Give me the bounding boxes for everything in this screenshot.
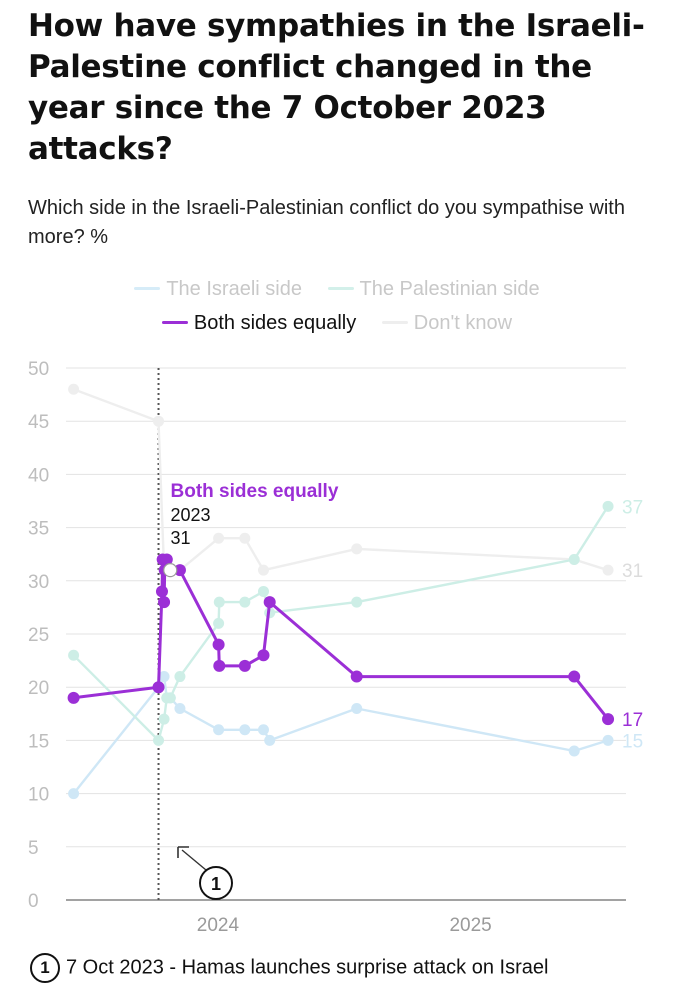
- data-point-the-palestinian-side-12: [568, 554, 580, 566]
- tooltip-x-label: 2023: [171, 505, 211, 525]
- footnote-number-badge: 1: [30, 952, 60, 983]
- data-point-the-israeli-side-10: [351, 702, 363, 714]
- legend-swatch-israeli-side: [134, 287, 161, 291]
- data-point-don-t-know-1: [153, 415, 165, 427]
- annotation-number-1: 1: [211, 874, 221, 894]
- legend-item-dont-know[interactable]: Don't know: [381, 306, 513, 340]
- end-label-both-sides-equally: 17: [622, 710, 643, 731]
- data-point-both-sides-equally-6: [160, 553, 173, 566]
- y-tick-label-10: 10: [28, 785, 49, 806]
- data-point-don-t-know-7: [257, 564, 269, 576]
- annotation-arrowhead-1: [177, 846, 189, 858]
- data-point-both-sides-equally-12: [257, 649, 270, 662]
- data-point-the-israeli-side-7: [239, 724, 251, 736]
- data-point-both-sides-equally-4: [158, 596, 171, 609]
- y-tick-label-25: 25: [28, 625, 49, 646]
- data-point-the-israeli-side-0: [68, 788, 80, 800]
- y-tick-label-35: 35: [28, 519, 49, 540]
- data-point-both-sides-equally-13: [263, 596, 276, 609]
- end-label-don-t-know: 31: [622, 561, 643, 582]
- tooltip-value-label: 31: [171, 528, 191, 548]
- data-point-the-israeli-side-9: [264, 734, 276, 746]
- legend-item-israeli-side[interactable]: The Israeli side: [134, 272, 302, 306]
- data-point-the-palestinian-side-1: [153, 734, 165, 746]
- legend-swatch-both-sides-equally: [161, 321, 188, 325]
- x-tick-label-2025: 2025: [449, 915, 491, 936]
- end-label-the-israeli-side: 15: [622, 731, 643, 752]
- data-point-both-sides-equally-2: [155, 585, 168, 598]
- data-point-both-sides-equally-16: [602, 713, 615, 726]
- data-point-don-t-know-0: [68, 383, 80, 395]
- legend-item-both-sides-equally[interactable]: Both sides equally: [161, 306, 357, 340]
- data-point-don-t-know-10: [602, 564, 614, 576]
- data-point-the-israeli-side-5: [174, 702, 186, 714]
- data-point-the-palestinian-side-2: [158, 713, 170, 725]
- series-line-both-sides-equally: [73, 558, 610, 721]
- series-line-the-palestinian-side: [72, 505, 610, 742]
- series-line-don-t-know: [73, 388, 609, 572]
- legend-label-palestinian-side: The Palestinian side: [359, 278, 540, 300]
- chart-subtitle: Which side in the Israeli-Palestinian co…: [28, 197, 625, 248]
- data-point-both-sides-equally-11: [238, 659, 251, 672]
- data-point-the-palestinian-side-8: [239, 596, 251, 608]
- annotation-leader-1: [181, 849, 207, 871]
- tooltip-series-title: Both sides equally: [171, 481, 339, 502]
- legend-item-palestinian-side[interactable]: The Palestinian side: [327, 272, 540, 306]
- data-point-both-sides-equally-14: [350, 670, 363, 683]
- data-point-the-palestinian-side-11: [351, 596, 363, 608]
- gridlines: [66, 367, 626, 901]
- end-label-the-palestinian-side: 37: [622, 497, 643, 518]
- data-point-the-israeli-side-11: [568, 745, 580, 757]
- chart-title: How have sympathies in the Israeli-Pales…: [28, 8, 645, 167]
- data-point-the-israeli-side-2: [158, 671, 170, 683]
- y-tick-label-40: 40: [28, 465, 49, 486]
- footnote: 1 7 Oct 2023 - Hamas launches surprise at…: [30, 952, 660, 983]
- data-point-the-palestinian-side-0: [68, 649, 80, 661]
- chart-legend: The Israeli side The Palestinian side Bo…: [30, 272, 644, 340]
- data-point-don-t-know-5: [213, 532, 225, 544]
- data-point-both-sides-equally-15: [568, 670, 581, 683]
- legend-swatch-palestinian-side: [327, 287, 354, 291]
- legend-swatch-dont-know: [381, 321, 408, 325]
- y-tick-label-30: 30: [28, 572, 49, 593]
- data-point-both-sides-equally-9: [212, 638, 225, 651]
- y-tick-label-5: 5: [28, 838, 39, 859]
- data-point-the-palestinian-side-13: [602, 500, 614, 512]
- data-point-both-sides-equally-8: [173, 564, 186, 577]
- legend-label-israeli-side: The Israeli side: [166, 278, 302, 300]
- data-point-both-sides-equally-1: [152, 681, 165, 694]
- annotation-layer: 1: [157, 368, 233, 900]
- data-point-the-israeli-side-6: [213, 724, 225, 736]
- tooltip-highlight-point: [163, 563, 178, 578]
- data-point-don-t-know-6: [239, 532, 251, 544]
- data-point-both-sides-equally-0: [67, 691, 80, 704]
- y-tick-label-50: 50: [28, 359, 49, 380]
- data-point-the-palestinian-side-6: [213, 617, 225, 629]
- data-point-the-palestinian-side-4: [164, 692, 176, 704]
- footnote-text: 7 Oct 2023 - Hamas launches surprise att…: [66, 956, 549, 979]
- legend-label-dont-know: Don't know: [413, 312, 513, 334]
- data-point-don-t-know-8: [351, 543, 363, 555]
- data-point-the-palestinian-side-5: [174, 671, 186, 683]
- data-point-both-sides-equally-10: [213, 659, 226, 672]
- y-tick-label-20: 20: [28, 678, 49, 699]
- data-point-the-palestinian-side-7: [213, 596, 225, 608]
- series-layer: [67, 383, 615, 800]
- x-tick-label-2024: 2024: [197, 915, 240, 936]
- y-tick-label-0: 0: [28, 891, 39, 912]
- y-tick-label-45: 45: [28, 412, 49, 433]
- data-point-the-israeli-side-12: [602, 734, 614, 746]
- data-point-the-palestinian-side-9: [257, 585, 269, 597]
- y-tick-label-15: 15: [28, 731, 49, 752]
- legend-label-both-sides-equally: Both sides equally: [193, 312, 357, 334]
- data-point-the-israeli-side-8: [257, 724, 269, 736]
- annotation-badge-1: [199, 866, 233, 900]
